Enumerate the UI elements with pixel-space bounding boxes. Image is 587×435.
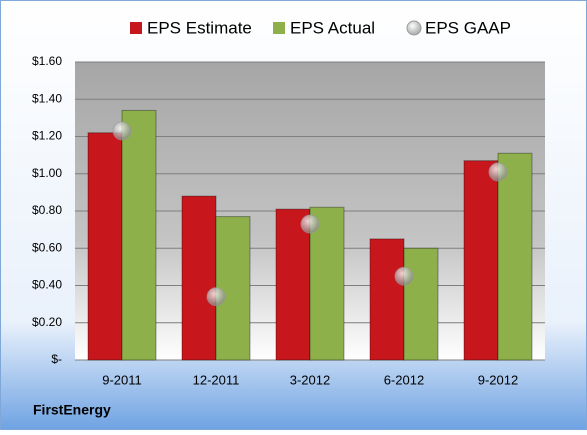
bar bbox=[309, 206, 345, 361]
y-tick-label: $1.20 bbox=[32, 129, 62, 143]
y-tick-label: $1.40 bbox=[32, 91, 62, 105]
marker bbox=[488, 162, 508, 182]
bar bbox=[181, 195, 217, 361]
legend-label: EPS Estimate bbox=[147, 18, 252, 37]
legend-marker bbox=[130, 22, 142, 34]
footer: FirstEnergy bbox=[33, 402, 111, 418]
legend-marker bbox=[406, 20, 422, 36]
bar bbox=[87, 132, 123, 361]
bar bbox=[403, 247, 439, 361]
y-tick-label: $0.20 bbox=[32, 315, 62, 329]
y-tick-label: $1.60 bbox=[32, 54, 62, 68]
bar bbox=[497, 152, 533, 361]
x-tick-label: 6-2012 bbox=[384, 372, 424, 387]
y-tick-label: $0.80 bbox=[32, 203, 62, 217]
y-tick-label: $- bbox=[51, 352, 62, 366]
x-tick-label: 3-2012 bbox=[290, 372, 330, 387]
legend-label: EPS Actual bbox=[290, 18, 375, 37]
x-tick-label: 9-2011 bbox=[102, 372, 142, 387]
marker bbox=[394, 266, 414, 286]
bar bbox=[121, 109, 157, 361]
y-tick-label: $0.60 bbox=[32, 240, 62, 254]
bar bbox=[369, 238, 405, 361]
legend-label: EPS GAAP bbox=[425, 18, 511, 37]
bar bbox=[215, 216, 251, 361]
x-tick-label: 9-2012 bbox=[478, 372, 518, 387]
bar bbox=[275, 208, 311, 361]
legend-marker bbox=[273, 22, 285, 34]
y-tick-label: $1.00 bbox=[32, 166, 62, 180]
marker bbox=[206, 287, 226, 307]
marker bbox=[112, 121, 132, 141]
bar bbox=[463, 160, 499, 361]
marker bbox=[300, 214, 320, 234]
y-tick-label: $0.40 bbox=[32, 278, 62, 292]
x-tick-label: 12-2011 bbox=[193, 372, 240, 387]
